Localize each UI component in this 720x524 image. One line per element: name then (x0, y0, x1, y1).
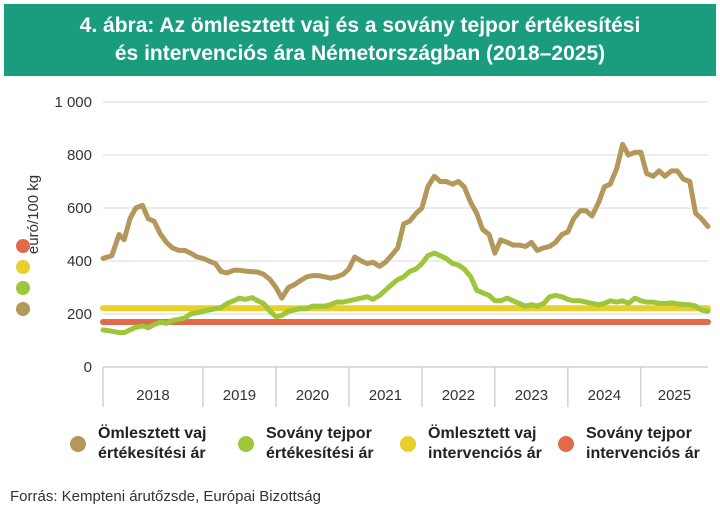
x-tick-label-2025: 2025 (658, 387, 691, 404)
legend-label-smp-intervention-line1: Sovány tejpor (586, 425, 692, 442)
legend-label-butter-intervention-line2: intervenciós ár (428, 445, 542, 462)
y-tick-label-600: 600 (67, 200, 92, 217)
legend-item-butter-intervention: Ömlesztett vaj intervenciós ár (400, 424, 542, 464)
legend-dot-smp-price-icon (238, 436, 254, 452)
x-tick-label-2021: 2021 (369, 387, 402, 404)
y-tick-label-400: 400 (67, 253, 92, 270)
source-note: Forrás: Kempteni árutőzsde, Európai Bizo… (10, 488, 321, 505)
chart-title-banner: 4. ábra: Az ömlesztett vaj és a sovány t… (4, 4, 716, 76)
chart-title-line-2: és intervenciós ára Németországban (2018… (114, 42, 606, 65)
legend-dot-smp-intervention-icon (558, 436, 574, 452)
x-tick-label-2024: 2024 (588, 387, 621, 404)
side-dot-smp-price-icon (16, 281, 30, 295)
legend-label-smp-intervention-line2: intervenciós ár (586, 445, 700, 462)
legend-item-smp-price: Sovány tejpor értékesítési ár (238, 424, 374, 464)
y-tick-label-800: 800 (67, 147, 92, 164)
legend-label-butter-price-line1: Ömlesztett vaj (98, 425, 207, 442)
x-tick-label-2019: 2019 (223, 387, 256, 404)
line-chart: 0 200 400 600 800 1 000 euró/100 kg 2018 2019 202… (16, 94, 711, 407)
side-dot-butter-intervention-icon (16, 260, 30, 274)
chart-legend: Ömlesztett vaj értékesítési ár Sovány te… (0, 424, 720, 484)
x-tick-label-2022: 2022 (442, 387, 475, 404)
series-line-butter (100, 141, 711, 301)
side-dot-smp-intervention-icon (16, 239, 30, 253)
y-tick-label-0: 0 (84, 359, 92, 376)
legend-dot-butter-price-icon (70, 436, 86, 452)
y-tick-label-1000: 1 000 (54, 94, 92, 111)
x-tick-label-2023: 2023 (515, 387, 548, 404)
chart-title-line-1: 4. ábra: Az ömlesztett vaj és a sovány t… (79, 14, 641, 37)
legend-dot-butter-intervention-icon (400, 436, 416, 452)
legend-item-butter-price: Ömlesztett vaj értékesítési ár (70, 424, 206, 464)
legend-label-butter-price-line2: értékesítési ár (98, 445, 206, 462)
legend-label-smp-price-line1: Sovány tejpor (266, 425, 372, 442)
side-dot-butter-price-icon (16, 302, 30, 316)
x-tick-label-2020: 2020 (296, 387, 329, 404)
x-tick-label-2018: 2018 (136, 387, 169, 404)
series-line-smp (100, 250, 711, 336)
legend-label-smp-price-line2: értékesítési ár (266, 445, 374, 462)
legend-item-smp-intervention: Sovány tejpor intervenciós ár (558, 424, 700, 464)
y-tick-label-200: 200 (67, 306, 92, 323)
legend-label-butter-intervention-line1: Ömlesztett vaj (428, 425, 537, 442)
y-axis-label: euró/100 kg (25, 175, 42, 254)
